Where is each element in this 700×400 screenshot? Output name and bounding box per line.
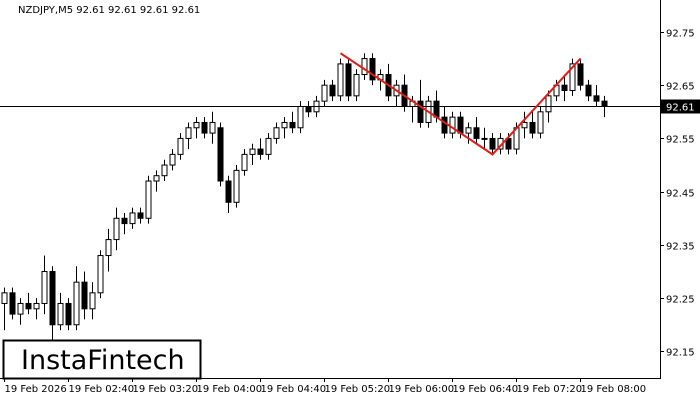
y-tick-label: 92.65: [666, 82, 695, 93]
candle-body: [457, 116, 464, 134]
candle-body: [97, 255, 104, 294]
x-tick-label: 19 Feb 07:20: [517, 384, 583, 395]
pattern-line: [339, 52, 582, 156]
candle-body: [417, 100, 424, 123]
candle-body: [433, 100, 440, 118]
candle-body: [169, 153, 176, 166]
chart-title: NZDJPY,M5 92.61 92.61 92.61 92.61: [18, 5, 200, 16]
candle-body: [529, 121, 536, 134]
candle-body: [577, 63, 584, 86]
y-tick-label: 92.15: [666, 348, 695, 359]
candle-body: [473, 127, 480, 139]
x-tick-label: 19 Feb 04:00: [197, 384, 263, 395]
candle-body: [305, 105, 312, 113]
candle-body: [281, 121, 288, 129]
y-tick-label: 92.55: [666, 135, 695, 146]
candle-body: [257, 148, 264, 155]
candle-body: [601, 100, 608, 107]
y-tick-label: 92.35: [666, 242, 695, 253]
candle-body: [273, 127, 280, 139]
candle-body: [465, 127, 472, 134]
x-tick-label: 19 Feb 08:00: [581, 384, 647, 395]
x-tick-label: 19 Feb 06:00: [389, 384, 455, 395]
candle-body: [353, 74, 360, 97]
candle-body: [329, 84, 336, 97]
y-tick-label: 92.75: [666, 29, 695, 40]
current-price-label: 92.61: [666, 103, 695, 114]
candle-body: [161, 164, 168, 177]
current-price-box: [661, 99, 700, 114]
candle-body: [209, 121, 216, 134]
candle-body: [17, 302, 24, 315]
candle-body: [321, 84, 328, 102]
candle-body: [73, 281, 80, 326]
candle-body: [33, 302, 40, 310]
candle-body: [201, 121, 208, 134]
logo: InstaFintech: [21, 345, 185, 376]
candle-body: [89, 292, 96, 310]
logo-box: [2, 339, 202, 380]
candle-body: [369, 58, 376, 81]
candle-body: [225, 180, 232, 203]
candle-body: [121, 217, 128, 225]
candle-body: [489, 137, 496, 150]
candle-body: [25, 302, 32, 310]
x-tick-label: 19 Feb 02:40: [69, 384, 135, 395]
candle-body: [561, 84, 568, 92]
candle-body: [233, 169, 240, 203]
x-tick-label: 19 Feb 2026: [5, 384, 67, 395]
candle-body: [345, 63, 352, 97]
x-tick-label: 19 Feb 04:40: [261, 384, 327, 395]
x-tick-label: 19 Feb 06:40: [453, 384, 519, 395]
candle-body: [129, 212, 136, 225]
candle-body: [145, 180, 152, 219]
candle-body: [9, 292, 16, 315]
candle-body: [185, 127, 192, 139]
candle-body: [441, 116, 448, 134]
candle-body: [57, 302, 64, 326]
candle-body: [105, 239, 112, 257]
candle-body: [217, 127, 224, 182]
candle-body: [265, 137, 272, 155]
candle-body: [289, 121, 296, 129]
x-tick-label: 19 Feb 03:20: [133, 384, 199, 395]
candle-body: [449, 116, 456, 134]
y-tick-label: 92.45: [666, 189, 695, 200]
x-tick-label: 19 Feb 05:20: [325, 384, 391, 395]
candle-body: [593, 95, 600, 102]
candle-body: [41, 271, 48, 304]
candle-body: [545, 95, 552, 113]
candle-body: [137, 212, 144, 219]
candle-body: [297, 105, 304, 129]
candle-body: [81, 281, 88, 310]
candle-body: [241, 153, 248, 171]
candle-body: [113, 217, 120, 241]
candle-body: [481, 137, 488, 140]
candle-body: [177, 137, 184, 155]
candle-body: [537, 111, 544, 134]
candle-body: [569, 63, 576, 92]
candle-body: [585, 84, 592, 97]
candle-body: [521, 121, 528, 129]
candle-body: [49, 271, 56, 326]
candle-body: [249, 148, 256, 155]
y-tick-label: 92.25: [666, 295, 695, 306]
candle-body: [1, 292, 8, 304]
candle-body: [153, 175, 160, 182]
candle-body: [337, 63, 344, 97]
candle-body: [193, 121, 200, 129]
candle-body: [65, 302, 72, 326]
candle-body: [361, 58, 368, 76]
